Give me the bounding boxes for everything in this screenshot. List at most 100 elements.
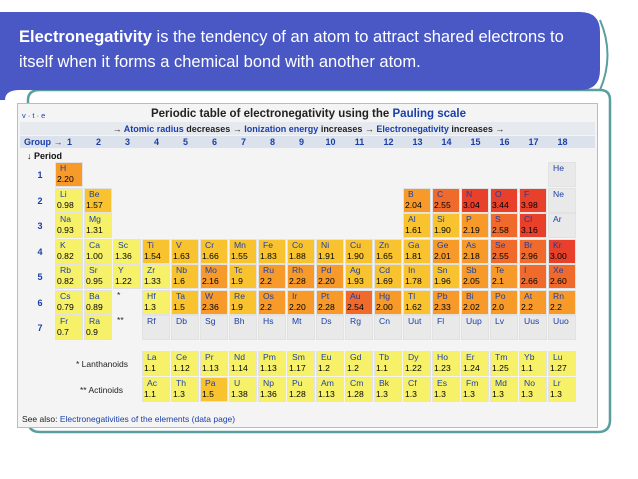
element-cell[interactable]: B 2.04 — [403, 187, 431, 213]
element-cell[interactable]: Cl 3.16 — [519, 213, 547, 238]
element-cell[interactable]: Zn 1.65 — [374, 238, 402, 264]
element-cell[interactable]: Ds — [316, 315, 344, 340]
element-cell[interactable]: Sn 1.96 — [432, 264, 460, 289]
element-cell[interactable]: Dy 1.22 — [403, 350, 431, 376]
element-cell[interactable]: Nb 1.6 — [171, 264, 199, 289]
element-cell[interactable]: Y 1.22 — [113, 264, 141, 289]
element-cell[interactable]: Bh — [229, 315, 257, 340]
element-cell[interactable]: No 1.3 — [519, 377, 547, 402]
element-cell[interactable]: Rg — [345, 315, 373, 340]
element-cell[interactable]: Ru 2.2 — [258, 264, 286, 289]
element-cell[interactable]: He — [548, 162, 576, 187]
element-cell[interactable]: Er 1.24 — [461, 350, 489, 376]
element-cell[interactable]: Ge 2.01 — [432, 238, 460, 264]
element-cell[interactable]: Hf 1.3 — [142, 289, 170, 315]
element-cell[interactable]: Pb 2.33 — [432, 289, 460, 315]
element-cell[interactable]: I 2.66 — [519, 264, 547, 289]
element-cell[interactable]: W 2.36 — [200, 289, 228, 315]
element-cell[interactable]: Ce 1.12 — [171, 350, 199, 376]
element-cell[interactable]: Zr 1.33 — [142, 264, 170, 289]
element-cell[interactable]: P 2.19 — [461, 213, 489, 238]
element-cell[interactable]: Fm 1.3 — [461, 377, 489, 402]
element-cell[interactable]: Te 2.1 — [490, 264, 518, 289]
element-cell[interactable]: Ne — [548, 187, 576, 213]
element-cell[interactable]: Sm 1.17 — [287, 350, 315, 376]
pauling-scale-link[interactable]: Pauling scale — [392, 108, 467, 120]
element-cell[interactable]: Cf 1.3 — [403, 377, 431, 402]
element-cell[interactable]: Al 1.61 — [403, 213, 431, 238]
period-number[interactable]: 5 — [37, 272, 43, 282]
element-cell[interactable]: Cu 1.90 — [345, 238, 373, 264]
group-number[interactable]: 7 — [240, 137, 246, 147]
element-cell[interactable]: At 2.2 — [519, 289, 547, 315]
vte-links[interactable]: v · t · e — [22, 111, 46, 120]
element-cell[interactable]: Uuo — [548, 315, 576, 340]
element-cell[interactable]: Np 1.36 — [258, 377, 286, 402]
element-cell[interactable]: Ta 1.5 — [171, 289, 199, 315]
group-number[interactable]: 12 — [383, 137, 394, 147]
trend-part[interactable]: Electronegativity — [376, 124, 449, 134]
element-cell[interactable]: Uut — [403, 315, 431, 340]
element-cell[interactable]: Pm 1.13 — [258, 350, 286, 376]
group-number[interactable]: 9 — [298, 137, 304, 147]
group-number[interactable]: 18 — [557, 137, 568, 147]
element-cell[interactable]: Tm 1.25 — [490, 350, 518, 376]
element-cell[interactable]: Yb 1.1 — [519, 350, 547, 376]
element-cell[interactable]: Tb 1.1 — [374, 350, 402, 376]
element-cell[interactable]: H 2.20 — [55, 162, 83, 187]
element-cell[interactable]: Ba 0.89 — [84, 289, 112, 315]
element-cell[interactable]: Ga 1.81 — [403, 238, 431, 264]
element-cell[interactable]: Pd 2.20 — [316, 264, 344, 289]
group-number[interactable]: 2 — [95, 137, 101, 147]
element-cell[interactable]: Mn 1.55 — [229, 238, 257, 264]
element-cell[interactable]: S 2.58 — [490, 213, 518, 238]
period-number[interactable]: 6 — [37, 297, 43, 308]
element-cell[interactable]: Xe 2.60 — [548, 264, 576, 289]
element-cell[interactable]: Cm 1.28 — [345, 377, 373, 402]
element-cell[interactable]: Sr 0.95 — [84, 264, 112, 289]
element-cell[interactable]: Fe 1.83 — [258, 238, 286, 264]
element-cell[interactable]: Kr 3.00 — [548, 238, 576, 264]
element-cell[interactable]: Po 2.0 — [490, 289, 518, 315]
element-cell[interactable]: Os 2.2 — [258, 289, 286, 315]
trend-part[interactable]: Atomic radius — [123, 124, 184, 134]
element-cell[interactable]: N 3.04 — [461, 187, 489, 213]
element-cell[interactable]: Ho 1.23 — [432, 350, 460, 376]
group-number[interactable]: 8 — [269, 137, 275, 147]
element-cell[interactable]: Pt 2.28 — [316, 289, 344, 315]
group-number[interactable]: 6 — [211, 137, 217, 147]
group-number[interactable]: 15 — [470, 137, 481, 147]
period-number[interactable]: 2 — [37, 195, 43, 206]
element-cell[interactable]: Am 1.13 — [316, 377, 344, 402]
element-cell[interactable]: La 1.1 — [142, 350, 170, 376]
element-cell[interactable]: Ir 2.20 — [287, 289, 315, 315]
group-number[interactable]: 1 — [66, 137, 72, 147]
element-cell[interactable]: Ar — [548, 213, 576, 238]
element-cell[interactable]: F 3.98 — [519, 187, 547, 213]
element-cell[interactable]: Es 1.3 — [432, 377, 460, 402]
element-cell[interactable]: Na 0.93 — [55, 213, 83, 238]
element-cell[interactable]: Lu 1.27 — [548, 350, 576, 376]
element-cell[interactable]: Ni 1.91 — [316, 238, 344, 264]
element-cell[interactable]: Rf — [142, 315, 170, 340]
element-cell[interactable]: Sc 1.36 — [113, 238, 141, 264]
see-also-link[interactable]: Electronegativities of the elements (dat… — [59, 414, 236, 424]
group-number[interactable]: 17 — [528, 137, 539, 147]
element-cell[interactable]: Ca 1.00 — [84, 238, 112, 264]
element-cell[interactable]: Pu 1.28 — [287, 377, 315, 402]
element-cell[interactable]: Tl 1.62 — [403, 289, 431, 315]
period-number[interactable]: 7 — [37, 323, 43, 333]
group-number[interactable]: 11 — [354, 137, 365, 147]
period-number[interactable]: 3 — [37, 221, 43, 231]
element-cell[interactable]: Ti 1.54 — [142, 238, 170, 264]
element-cell[interactable]: Br 2.96 — [519, 238, 547, 264]
group-number[interactable]: 10 — [325, 137, 336, 147]
element-cell[interactable]: Pa 1.5 — [200, 377, 228, 402]
element-cell[interactable]: Pr 1.13 — [200, 350, 228, 376]
element-cell[interactable]: Fl — [432, 315, 460, 340]
element-cell[interactable]: Sg — [200, 315, 228, 340]
element-cell[interactable]: Eu 1.2 — [316, 350, 344, 376]
element-cell[interactable]: Mg 1.31 — [84, 213, 112, 238]
element-cell[interactable]: Bi 2.02 — [461, 289, 489, 315]
element-cell[interactable]: K 0.82 — [55, 238, 83, 264]
